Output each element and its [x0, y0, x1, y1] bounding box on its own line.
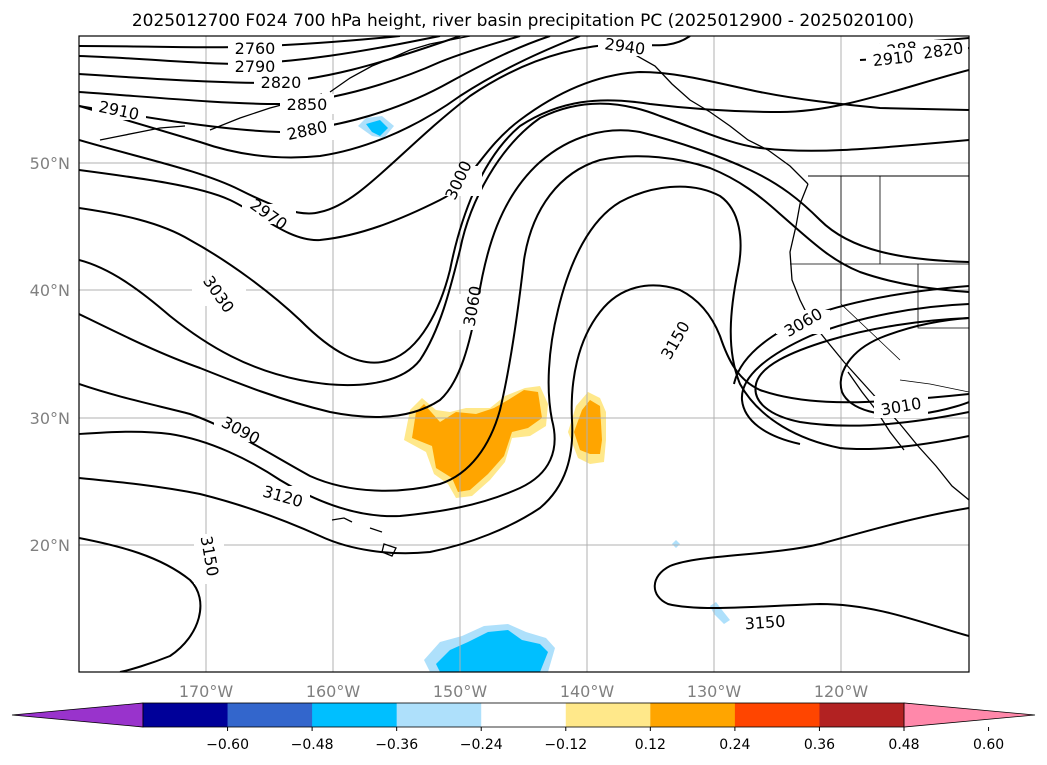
contour-3060-west	[79, 129, 969, 418]
precip-neg-south-core	[436, 630, 548, 672]
aleutian-islands	[99, 125, 186, 141]
lon-label-170w: 170°W	[179, 682, 234, 701]
figure-title: 2025012700 F024 700 hPa height, river ba…	[132, 11, 914, 31]
lon-labels: 170°W 160°W 150°W 140°W 130°W 120°W	[179, 682, 869, 701]
colorbar-tick-label: −0.36	[375, 737, 418, 753]
colorbar: −0.60 −0.48 −0.36 −0.24 −0.12 0.12 0.24 0.36 0.4…	[11, 702, 1036, 753]
hawaii-islands	[331, 517, 397, 557]
colorbar-tick-label: −0.48	[291, 737, 334, 753]
contour-3150-east	[653, 507, 969, 637]
contour-3090	[79, 155, 969, 492]
contour-label: 3150	[744, 612, 786, 634]
colorbar-extend-high	[903, 702, 1036, 728]
coastlines	[99, 36, 969, 557]
contour-3060-east	[754, 317, 969, 427]
lon-label-140w: 140°W	[560, 682, 615, 701]
map-frame	[78, 35, 970, 673]
precip-area-east-core	[574, 400, 602, 454]
contour-3030	[79, 102, 969, 387]
colorbar-tick-label: −0.24	[460, 737, 503, 753]
west-coast	[789, 183, 969, 501]
lon-label-150w: 150°W	[433, 682, 488, 701]
colorbar-segment	[819, 703, 905, 727]
colorbar-tick-label: 0.36	[804, 737, 835, 753]
lat-label-20n: 20°N	[30, 536, 70, 555]
colorbar-tick-label: 0.60	[973, 737, 1004, 753]
lat-label-40n: 40°N	[30, 281, 70, 300]
precip-neg-north-core	[366, 120, 388, 136]
contour-label: 2910	[872, 47, 914, 70]
colorbar-segment	[227, 703, 313, 727]
map-panel: 2760 2790 2820 2850 2880 2910 2940 2880 …	[78, 34, 970, 673]
colorbar-tick-label: −0.12	[544, 737, 587, 753]
contour-2850	[79, 36, 521, 106]
contour-label: 2790	[235, 57, 276, 76]
contour-3010	[839, 317, 969, 416]
colorbar-segment	[565, 703, 651, 727]
colorbar-tick-label: 0.48	[888, 737, 919, 753]
contour-3000	[79, 69, 969, 364]
se-alaska-coast	[599, 39, 809, 185]
colorbar-segment	[734, 703, 820, 727]
colorbar-tick-label: 0.24	[719, 737, 750, 753]
contour-3150-main	[79, 284, 969, 555]
mexico-border	[899, 379, 969, 393]
colorbar-frame	[142, 702, 905, 728]
colorbar-extend-low	[11, 702, 144, 728]
colorbar-segment	[481, 703, 567, 727]
colorbar-segment	[143, 703, 229, 727]
lon-label-160w: 160°W	[306, 682, 361, 701]
lon-label-130w: 130°W	[687, 682, 742, 701]
colorbar-segment	[650, 703, 736, 727]
lat-label-50n: 50°N	[30, 154, 70, 173]
colorbar-tick-label: 0.12	[635, 737, 666, 753]
contour-label: 2820	[261, 73, 302, 92]
contour-label: 2940	[603, 34, 646, 58]
contour-2910	[79, 36, 581, 159]
contour-2880	[79, 36, 551, 134]
contour-label: 2850	[287, 95, 328, 114]
lat-labels: 50°N 40°N 30°N 20°N	[30, 154, 70, 555]
lat-label-30n: 30°N	[30, 409, 70, 428]
contour-2970	[79, 70, 969, 242]
colorbar-segment	[312, 703, 398, 727]
state-borders	[790, 176, 969, 361]
lon-label-120w: 120°W	[814, 682, 869, 701]
colorbar-segment	[396, 703, 482, 727]
precip-area-central-core	[412, 390, 542, 492]
precip-neg-dot	[672, 540, 680, 548]
contour-label: 2760	[235, 39, 276, 58]
contour-3150-south	[79, 537, 202, 672]
colorbar-tick-label: −0.60	[206, 737, 249, 753]
contour-3120-east	[740, 303, 969, 445]
precip-shading	[358, 116, 730, 672]
